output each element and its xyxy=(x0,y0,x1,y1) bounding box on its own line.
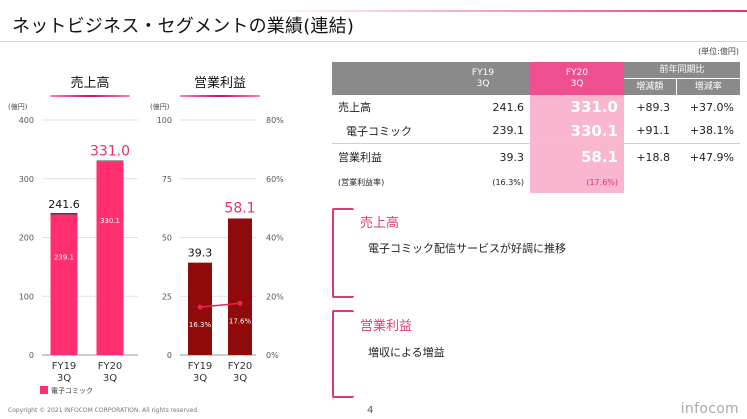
bar-other xyxy=(50,213,78,215)
bar-electronic-comic xyxy=(50,214,78,355)
row-fy20: (17.6%) xyxy=(530,171,624,193)
sales-chart-heading: 売上高 xyxy=(50,72,130,97)
copyright: Copyright © 2021 INFOCOM CORPORATION. Al… xyxy=(8,407,199,414)
table-row: 電子コミック 239.1 330.1 +91.1 +38.1% xyxy=(332,119,740,143)
header-yoy: 前年同期比 xyxy=(624,62,740,79)
row-rate xyxy=(676,171,740,193)
legend-label: 電子コミック xyxy=(51,387,93,395)
note-title-profit: 営業利益 xyxy=(360,319,413,334)
row-diff: +18.8 xyxy=(624,142,677,171)
title-divider xyxy=(0,41,747,42)
y2-tick-label: 20% xyxy=(266,292,284,301)
profit-chart-title: 営業利益 xyxy=(193,76,246,91)
bar-electronic-comic xyxy=(96,161,124,355)
x-tick-label: FY20 xyxy=(98,361,123,372)
operating-profit-chart: (億円)0 0%25 20%50 40%75 60%100 80%39.3FY193Q58… xyxy=(150,102,284,384)
bar-total-label: 331.0 xyxy=(90,144,130,160)
y2-tick-label: 40% xyxy=(266,234,284,243)
header-fy19: FY19 3Q xyxy=(436,62,530,95)
bar-other xyxy=(96,160,124,162)
sales-chart-underline xyxy=(50,95,130,97)
bar-value-label: 39.3 xyxy=(188,247,213,260)
profit-chart-heading: 営業利益 xyxy=(180,72,260,97)
note-bracket-profit xyxy=(332,310,354,398)
row-rate: +38.1% xyxy=(689,124,734,138)
x-tick-label: 3Q xyxy=(57,373,71,384)
y-axis-label: (億円) xyxy=(150,102,170,111)
row-rate: +37.0% xyxy=(689,100,734,114)
table-row: 売上高 241.6 331.0 +89.3 +37.0% xyxy=(332,95,740,119)
y-tick-label: 100 xyxy=(19,292,34,301)
table-header-row-2: 増減額 増減率 xyxy=(332,78,740,95)
title-accent-line xyxy=(262,10,747,12)
x-tick-label: 3Q xyxy=(233,373,247,384)
x-tick-label: FY20 xyxy=(228,361,253,372)
row-label: 売上高 xyxy=(338,101,371,114)
y-tick-label: 0 xyxy=(167,351,172,360)
header-blank xyxy=(332,62,436,95)
row-fy20: 58.1 xyxy=(530,142,624,171)
row-fy19: (16.3%) xyxy=(492,177,524,187)
y-axis-label: (億円) xyxy=(8,102,28,111)
header-diff: 増減額 xyxy=(624,78,677,95)
header-rate: 増減率 xyxy=(676,78,740,95)
x-tick-label: FY19 xyxy=(188,361,213,372)
margin-label: 16.3% xyxy=(189,321,212,329)
note-text-profit: 増収による増益 xyxy=(368,346,445,359)
y-tick-label: 100 xyxy=(157,116,172,125)
table-row: 営業利益 39.3 58.1 +18.8 +47.9% xyxy=(332,142,740,171)
row-label: 営業利益 xyxy=(332,142,436,171)
page-title: ネットビジネス・セグメントの業績(連結) xyxy=(12,16,355,37)
bar-data-label: 239.1 xyxy=(54,253,74,261)
table-header-row-1: FY19 3Q FY20 3Q 前年同期比 xyxy=(332,62,740,95)
y2-tick-label: 0% xyxy=(266,351,279,360)
x-tick-label: 3Q xyxy=(193,373,207,384)
y-tick-label: 50 xyxy=(162,234,172,243)
row-rate: +47.9% xyxy=(676,142,740,171)
row-diff: +89.3 xyxy=(636,100,671,114)
row-diff: +91.1 xyxy=(636,124,671,138)
margin-label: 17.6% xyxy=(229,317,252,325)
sales-bar-chart: (億円)0100200300400239.1241.6FY193Q330.133… xyxy=(8,102,138,395)
header-fy20: FY20 3Q xyxy=(530,62,624,95)
x-tick-label: FY19 xyxy=(52,361,77,372)
y-tick-label: 200 xyxy=(19,234,34,243)
profit-chart-underline xyxy=(180,95,260,97)
page-number: 4 xyxy=(367,405,374,416)
note-text-sales: 電子コミック配信サービスが好調に推移 xyxy=(368,242,566,255)
row-label: 電子コミック xyxy=(346,124,412,138)
bar-total-label: 241.6 xyxy=(48,198,80,211)
legend-swatch xyxy=(40,386,48,394)
x-tick-label: 3Q xyxy=(103,373,117,384)
y-tick-label: 300 xyxy=(19,175,34,184)
y-tick-label: 25 xyxy=(162,292,172,301)
results-table: FY19 3Q FY20 3Q 前年同期比 増減額 増減率 売上高 241.6 … xyxy=(332,62,740,193)
note-bracket-sales xyxy=(332,208,354,298)
y-tick-label: 0 xyxy=(29,351,34,360)
row-diff xyxy=(624,171,676,193)
table-row: (営業利益率) (16.3%) (17.6%) xyxy=(332,171,740,193)
margin-line xyxy=(199,302,241,308)
sales-chart-title: 売上高 xyxy=(70,76,110,91)
row-label: (営業利益率) xyxy=(338,177,385,187)
row-fy19: 239.1 xyxy=(492,124,525,138)
row-fy20: 330.1 xyxy=(530,119,624,143)
bar-operating-profit xyxy=(228,218,252,355)
row-fy20: 331.0 xyxy=(530,95,624,119)
infocom-logo: infocom xyxy=(680,401,739,417)
y-tick-label: 400 xyxy=(19,116,34,125)
y2-tick-label: 60% xyxy=(266,175,284,184)
row-fy19: 241.6 xyxy=(492,100,525,114)
y-tick-label: 75 xyxy=(162,175,172,184)
margin-point xyxy=(197,304,203,310)
row-fy19: 39.3 xyxy=(436,142,530,171)
margin-point xyxy=(237,300,243,306)
y2-tick-label: 80% xyxy=(266,116,284,125)
note-title-sales: 売上高 xyxy=(360,216,400,231)
bar-value-label: 58.1 xyxy=(224,200,255,216)
bar-data-label: 330.1 xyxy=(100,217,120,225)
unit-note: (単位:億円) xyxy=(698,47,739,56)
